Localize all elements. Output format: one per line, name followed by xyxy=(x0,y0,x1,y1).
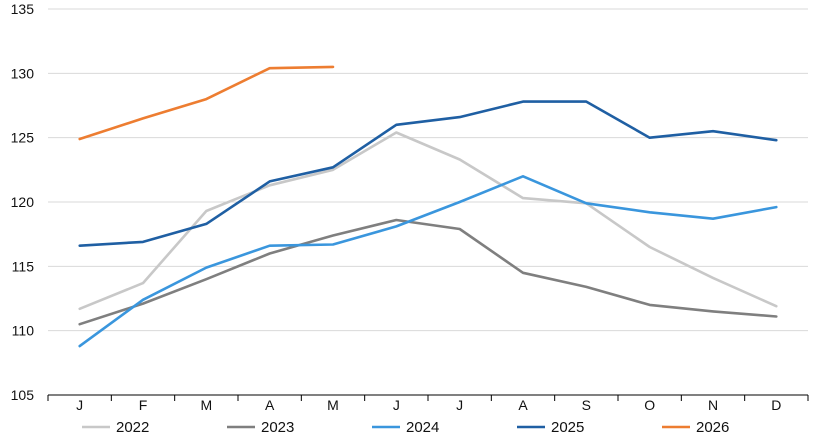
y-tick-label: 125 xyxy=(11,130,35,146)
series-line-2025 xyxy=(78,100,778,247)
x-tick-label: J xyxy=(393,397,400,413)
y-tick-label: 130 xyxy=(11,65,35,81)
x-tick-label: N xyxy=(708,397,718,413)
x-tick-label: A xyxy=(518,397,528,413)
legend-label-2023: 2023 xyxy=(261,419,294,436)
x-tick-label: M xyxy=(200,397,212,413)
legend-label-2022: 2022 xyxy=(116,419,149,436)
y-tick-label: 110 xyxy=(12,323,35,339)
y-tick-label: 135 xyxy=(11,1,35,17)
series-line-2026 xyxy=(78,65,335,141)
x-tick-label: J xyxy=(456,397,463,413)
y-tick-label: 115 xyxy=(12,258,35,274)
series-line-2024 xyxy=(78,175,778,348)
gridlines xyxy=(48,8,808,332)
y-tick-label: 120 xyxy=(11,194,35,210)
series-line-2022 xyxy=(78,131,778,311)
x-tick-label: F xyxy=(139,397,148,413)
legend-label-2024: 2024 xyxy=(406,419,439,436)
x-tick-label: A xyxy=(265,397,275,413)
legend: 2022 2023 2024 2025 2026 xyxy=(82,419,729,436)
x-tick-label: D xyxy=(771,397,781,413)
series-line-2023 xyxy=(78,218,778,326)
y-axis-tick-labels: 105 110 115 120 125 130 135 xyxy=(11,1,35,403)
x-tick-label: J xyxy=(76,397,83,413)
x-tick-label: S xyxy=(582,397,591,413)
legend-label-2025: 2025 xyxy=(551,419,584,436)
legend-label-2026: 2026 xyxy=(696,419,729,436)
x-tick-label: M xyxy=(327,397,339,413)
x-axis xyxy=(47,394,809,401)
series-lines xyxy=(78,65,778,348)
x-tick-label: O xyxy=(644,397,655,413)
y-tick-label: 105 xyxy=(11,387,35,403)
